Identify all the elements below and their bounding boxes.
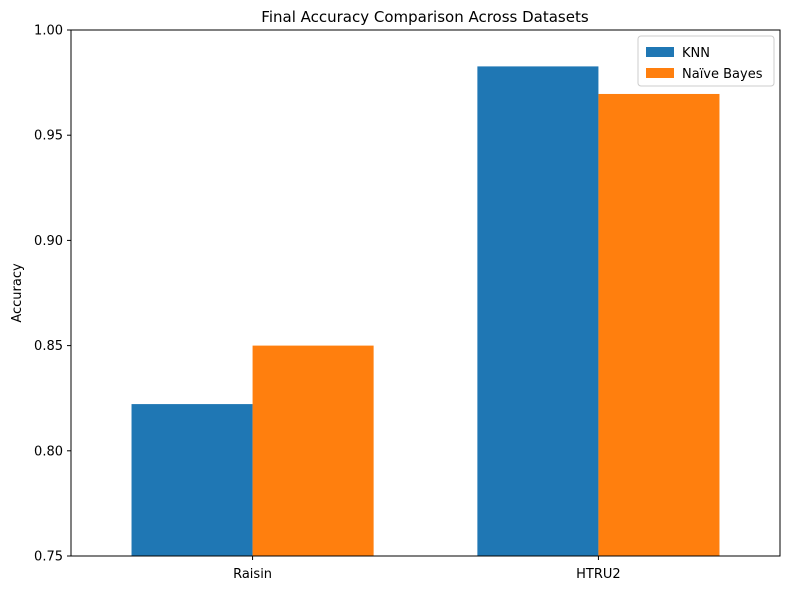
bar-knn-htru2 (477, 66, 599, 556)
bar-na-ve-bayes-raisin (252, 345, 374, 556)
legend-swatch (646, 47, 674, 57)
bar-na-ve-bayes-htru2 (598, 93, 720, 556)
x-tick-label: HTRU2 (576, 567, 621, 582)
y-tick-label: 0.80 (34, 444, 63, 459)
y-tick-label: 0.75 (34, 550, 63, 565)
y-tick-label: 1.00 (34, 24, 63, 39)
y-tick-label: 0.90 (34, 234, 63, 249)
x-tick-label: Raisin (233, 567, 272, 582)
y-axis-label: Accuracy (10, 263, 25, 323)
axes-layer: 0.75 0.80 0.85 0.90 0.95 1.00 Raisin HTRU2 (34, 24, 781, 582)
y-tick-label: 0.95 (34, 129, 63, 144)
legend-label: Naïve Bayes (682, 67, 763, 82)
legend-swatch (646, 68, 674, 78)
chart-title: Final Accuracy Comparison Across Dataset… (261, 8, 589, 26)
y-tick-label: 0.85 (34, 339, 63, 354)
bar-knn-raisin (131, 404, 253, 556)
legend: KNN Naïve Bayes (637, 35, 775, 87)
legend-label: KNN (682, 46, 710, 61)
bars-layer (131, 66, 720, 556)
plot-frame (70, 29, 781, 557)
